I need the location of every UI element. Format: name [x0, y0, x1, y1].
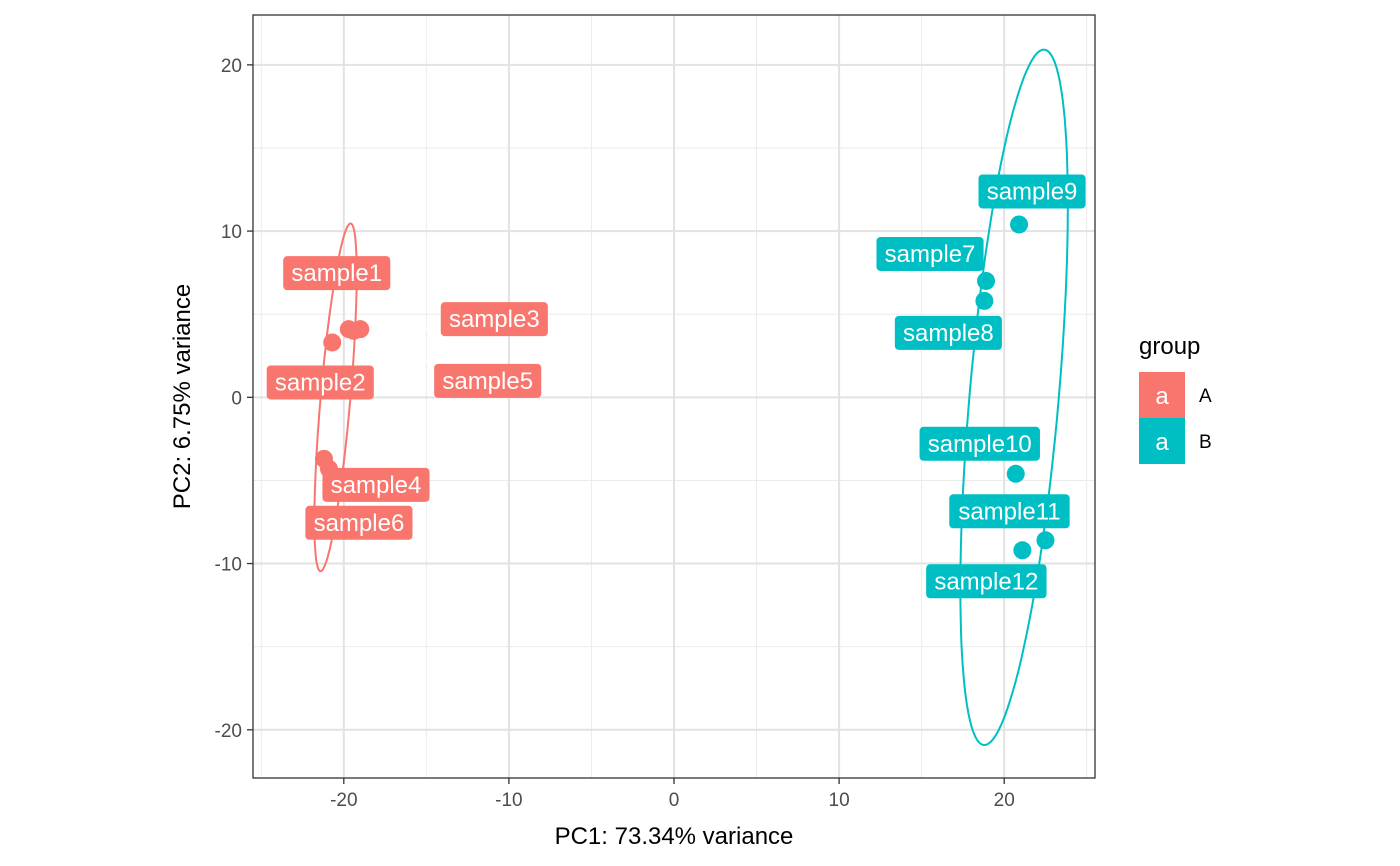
label-text: sample8: [903, 320, 994, 347]
label-box: [949, 494, 1070, 529]
label-text: sample4: [331, 472, 422, 499]
label-text: sample7: [885, 241, 976, 268]
label-sample6: sample6: [305, 505, 413, 540]
data-points: [314, 215, 1055, 560]
point-labels: sample1 sample2 sample3 sample4 sample5 sampl…: [266, 174, 1086, 599]
label-sample1: sample1: [283, 256, 391, 291]
y-axis-title: PC2: 6.75% variance: [169, 284, 196, 509]
label-box: [926, 564, 1047, 599]
label-box: [266, 365, 374, 400]
ellipse-B: [959, 48, 1069, 747]
point-sample8: [975, 291, 994, 310]
x-tick-label: 10: [829, 790, 850, 811]
x-tick-label: 20: [994, 790, 1015, 811]
y-tick-label: -20: [215, 721, 242, 742]
label-box: [876, 236, 984, 271]
x-tick-label: -20: [330, 790, 357, 811]
legend-key-glyph: a: [1155, 383, 1169, 410]
label-box: [440, 302, 548, 337]
y-axis: -20 -10 0 10 20: [215, 56, 253, 742]
legend-key-B: [1139, 418, 1185, 464]
label-text: sample3: [449, 306, 540, 333]
label-text: sample11: [958, 498, 1060, 525]
label-box: [305, 505, 413, 540]
label-text: sample12: [934, 568, 1038, 595]
x-axis-title: PC1: 73.34% variance: [555, 823, 794, 850]
y-tick-label: 20: [221, 56, 242, 77]
label-sample11: sample11: [949, 494, 1070, 529]
y-tick-label: 10: [221, 222, 242, 243]
major-gridlines: [253, 15, 1095, 778]
point-sample5: [344, 321, 363, 340]
label-sample7: sample7: [876, 236, 984, 271]
x-tick-label: -10: [495, 790, 522, 811]
label-sample3: sample3: [440, 302, 548, 337]
legend-key-glyph: a: [1155, 429, 1169, 456]
point-sample11: [1036, 531, 1055, 550]
label-text: sample6: [314, 510, 405, 537]
label-sample5: sample5: [434, 363, 542, 398]
label-sample10: sample10: [919, 426, 1040, 461]
point-sample7: [977, 271, 996, 290]
legend-label-B: B: [1199, 432, 1212, 453]
label-sample2: sample2: [266, 365, 374, 400]
x-tick-label: 0: [669, 790, 680, 811]
y-tick-label: 0: [231, 388, 242, 409]
label-text: sample1: [291, 260, 382, 287]
label-text: sample2: [275, 369, 366, 396]
x-axis: -20 -10 0 10 20: [330, 778, 1015, 811]
legend: group a Aa B: [1139, 333, 1212, 464]
label-text: sample10: [928, 431, 1032, 458]
label-box: [322, 467, 430, 502]
y-tick-label: -10: [215, 555, 242, 576]
label-sample4: sample4: [322, 467, 430, 502]
label-box: [283, 256, 391, 291]
label-text: sample5: [442, 368, 533, 395]
legend-key-A: [1139, 372, 1185, 418]
label-box: [978, 174, 1086, 209]
legend-title: group: [1139, 333, 1200, 360]
point-sample12: [1013, 541, 1032, 560]
leader-sample5: [353, 329, 435, 365]
label-box: [434, 363, 542, 398]
legend-label-A: A: [1199, 386, 1212, 407]
label-box: [894, 315, 1002, 350]
point-sample9: [1010, 215, 1029, 234]
label-box: [919, 426, 1040, 461]
point-sample2: [323, 333, 342, 352]
point-sample10: [1006, 464, 1025, 483]
label-sample8: sample8: [894, 315, 1002, 350]
label-sample12: sample12: [926, 564, 1047, 599]
label-text: sample9: [987, 178, 1078, 205]
label-sample9: sample9: [978, 174, 1086, 209]
